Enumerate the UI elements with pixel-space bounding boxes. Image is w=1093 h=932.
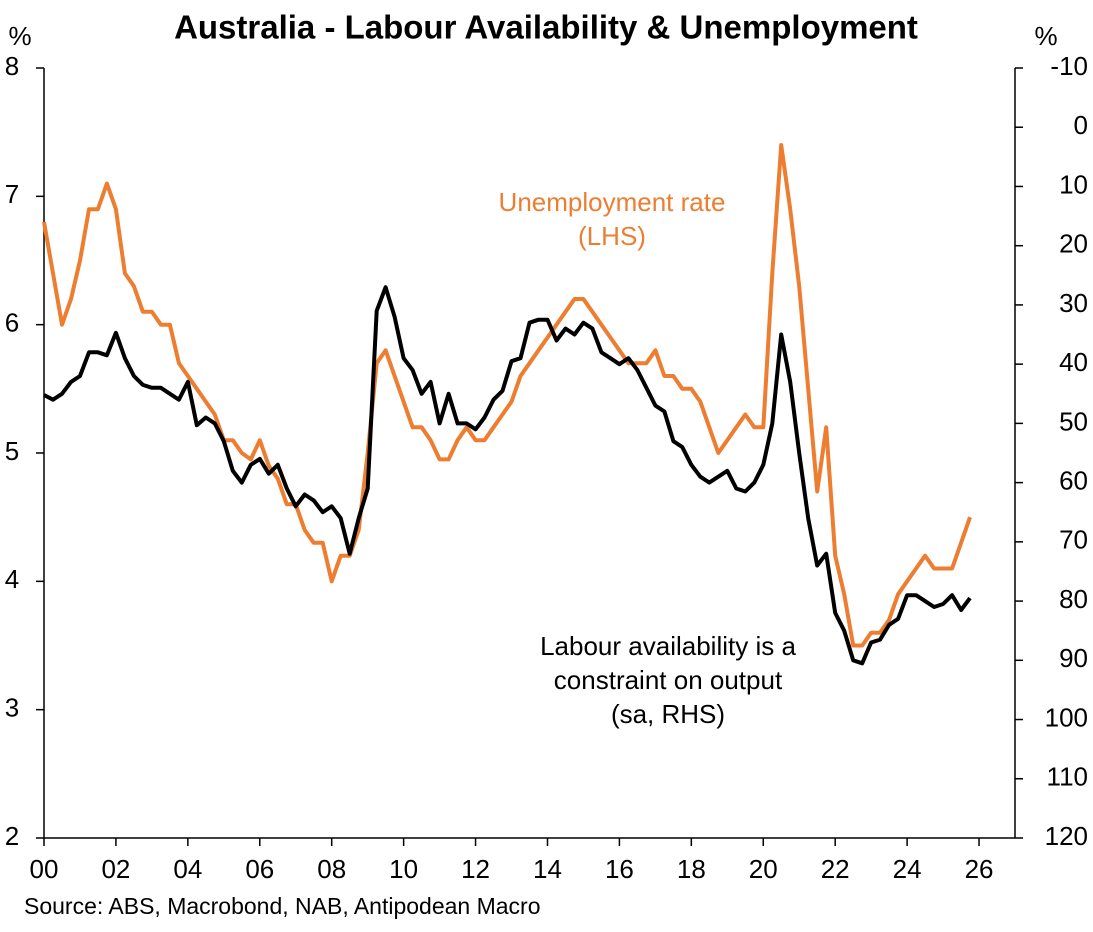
x-tick-label: 12 — [461, 854, 490, 884]
annotation: Labour availability is a — [540, 631, 796, 661]
series-line — [43, 285, 972, 666]
x-tick-label: 02 — [101, 854, 130, 884]
y-tick-label: 6 — [5, 308, 19, 338]
x-tick-label: 08 — [317, 854, 346, 884]
y2-tick-label: -10 — [1050, 51, 1088, 81]
x-tick-label: 14 — [533, 854, 562, 884]
y-tick-label: 8 — [5, 51, 19, 81]
y2-tick-label: 100 — [1045, 702, 1088, 732]
x-tick-label: 22 — [821, 854, 850, 884]
y-tick-label: 2 — [5, 821, 19, 851]
y2-tick-label: 20 — [1059, 229, 1088, 259]
y-tick-label: 5 — [5, 436, 19, 466]
y-tick-label: 7 — [5, 179, 19, 209]
y-tick-label: 3 — [5, 693, 19, 723]
source: Source: ABS, Macrobond, NAB, Antipodean … — [24, 893, 541, 919]
x-tick-label: 06 — [245, 854, 274, 884]
y2-tick-label: 0 — [1074, 110, 1088, 140]
x-tick-label: 26 — [965, 854, 994, 884]
x-tick-label: 04 — [173, 854, 202, 884]
y2-tick-label: 10 — [1059, 169, 1088, 199]
y-axis-label: % — [8, 21, 31, 51]
y-tick-label: 4 — [5, 564, 19, 594]
x-tick-label: 10 — [389, 854, 418, 884]
y2-tick-label: 70 — [1059, 525, 1088, 555]
series-line — [42, 143, 972, 648]
y2-tick-label: 80 — [1059, 584, 1088, 614]
x-tick-label: 20 — [749, 854, 778, 884]
chart-title: Australia - Labour Availability & Unempl… — [174, 9, 918, 46]
y2-tick-label: 90 — [1059, 643, 1088, 673]
y2-tick-label: 40 — [1059, 347, 1088, 377]
annotation: (sa, RHS) — [611, 699, 725, 729]
x-tick-label: 18 — [677, 854, 706, 884]
y2-tick-label: 30 — [1059, 288, 1088, 318]
y2-tick-label: 120 — [1045, 821, 1088, 851]
x-tick-label: 00 — [30, 854, 59, 884]
y2-tick-label: 50 — [1059, 406, 1088, 436]
x-tick-label: 24 — [893, 854, 922, 884]
y2-tick-label: 110 — [1047, 762, 1088, 792]
y2-tick-label: 60 — [1059, 465, 1088, 495]
annotation: (LHS) — [578, 221, 646, 251]
annotation: Unemployment rate — [499, 187, 726, 217]
x-tick-label: 16 — [605, 854, 634, 884]
annotation: constraint on output — [554, 665, 783, 695]
y2-axis-label: % — [1034, 21, 1057, 51]
